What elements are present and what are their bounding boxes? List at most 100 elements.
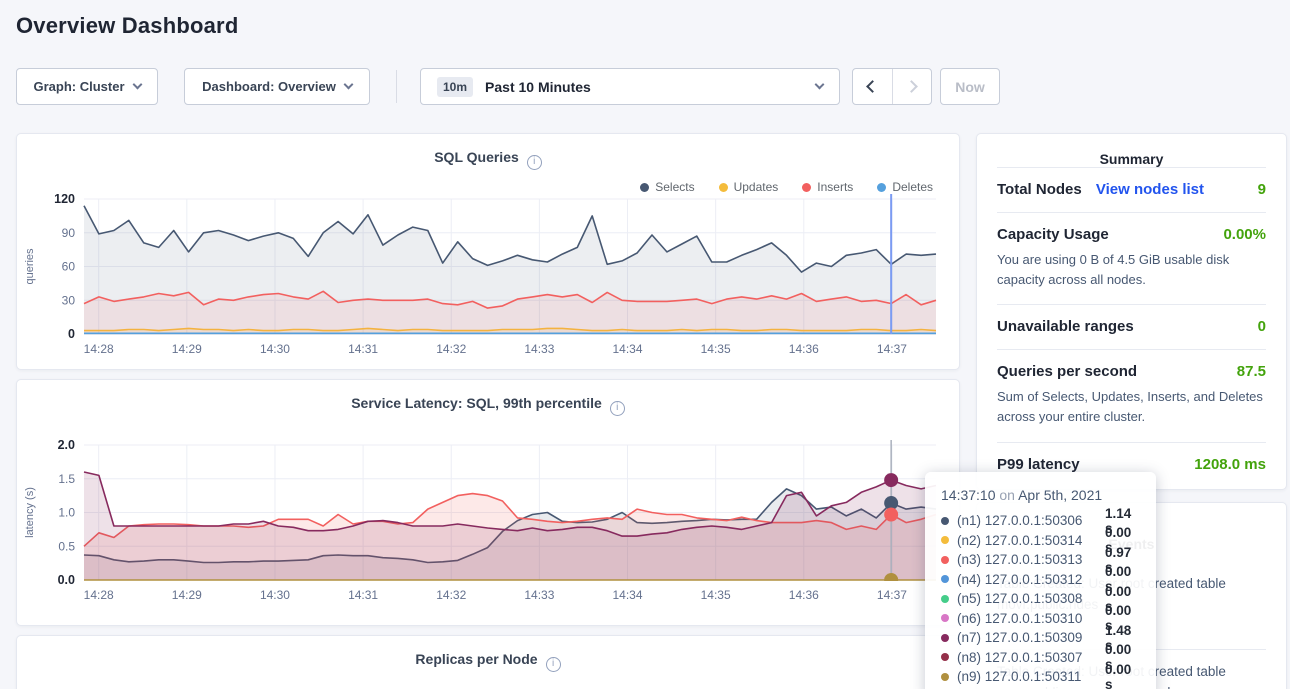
sql-queries-title: SQL Queries i — [17, 134, 959, 170]
now-button[interactable]: Now — [940, 68, 1000, 105]
svg-text:0.5: 0.5 — [58, 539, 75, 553]
svg-text:1.0: 1.0 — [58, 506, 75, 520]
time-range-dropdown[interactable]: 10m Past 10 Minutes — [420, 68, 840, 105]
graph-dropdown-label: Graph: Cluster — [33, 79, 125, 94]
service-latency-card: Service Latency: SQL, 99th percentile i 1… — [16, 379, 960, 626]
legend-item-selects[interactable]: Selects — [640, 180, 695, 194]
svg-text:latency (s): latency (s) — [24, 487, 36, 538]
svg-text:14:36: 14:36 — [789, 342, 819, 356]
svg-text:1.5: 1.5 — [58, 472, 75, 486]
svg-text:14:34: 14:34 — [613, 588, 643, 602]
service-latency-title: Service Latency: SQL, 99th percentile i — [17, 380, 959, 416]
sql-queries-legend: Selects Updates Inserts Deletes — [640, 180, 933, 194]
svg-text:14:36: 14:36 — [789, 588, 819, 602]
svg-text:14:30: 14:30 — [260, 588, 290, 602]
graph-dropdown[interactable]: Graph: Cluster — [16, 68, 158, 105]
unavailable-ranges-value: 0 — [1257, 318, 1266, 336]
unavailable-ranges-label: Unavailable ranges — [997, 318, 1134, 336]
summary-row-total-nodes: 9 Total Nodes View nodes list — [997, 167, 1266, 212]
tooltip-row: (n7) 127.0.0.1:50309 1.48 s — [941, 623, 1140, 653]
summary-title: Summary — [1099, 151, 1164, 167]
summary-row-qps: 87.5 Queries per second Sum of Selects, … — [997, 349, 1266, 441]
series-dot — [941, 653, 949, 662]
time-next-button[interactable] — [891, 69, 931, 104]
svg-text:14:37: 14:37 — [877, 588, 907, 602]
series-dot — [941, 614, 949, 623]
svg-text:14:28: 14:28 — [84, 588, 114, 602]
replicas-per-node-card: Replicas per Node i — [16, 635, 960, 689]
svg-text:queries: queries — [24, 248, 36, 285]
svg-text:14:30: 14:30 — [260, 342, 290, 356]
svg-text:30: 30 — [62, 293, 76, 307]
tooltip-row: (n1) 127.0.0.1:50306 1.14 s — [941, 506, 1140, 536]
tooltip-row: (n9) 127.0.0.1:50311 0.00 s — [941, 662, 1140, 689]
summary-row-p99: 1208.0 ms P99 latency — [997, 441, 1266, 487]
svg-text:120: 120 — [54, 192, 75, 206]
controls-divider — [396, 70, 397, 103]
svg-text:14:32: 14:32 — [436, 588, 466, 602]
svg-text:14:33: 14:33 — [524, 342, 554, 356]
sql-queries-chart[interactable]: 14:28 14:29 14:30 14:31 14:32 14:33 14:34 14:35… — [17, 189, 961, 359]
tooltip-row: (n4) 127.0.0.1:50312 0.00 s — [941, 564, 1140, 594]
time-range-label: Past 10 Minutes — [485, 78, 591, 95]
summary-row-capacity: 0.00% Capacity Usage You are using 0 B o… — [997, 212, 1266, 304]
time-prev-button[interactable] — [853, 69, 892, 104]
info-icon[interactable]: i — [526, 155, 542, 170]
tooltip-row: (n3) 127.0.0.1:50313 0.97 s — [941, 545, 1140, 575]
chart-hover-tooltip: 14:37:10 on Apr 5th, 2021 (n1) 127.0.0.1… — [925, 472, 1156, 689]
dashboard-dropdown[interactable]: Dashboard: Overview — [184, 68, 370, 105]
svg-text:14:31: 14:31 — [348, 342, 378, 356]
info-icon[interactable]: i — [545, 657, 561, 672]
view-nodes-list-link[interactable]: View nodes list — [1095, 181, 1204, 198]
svg-text:14:37: 14:37 — [877, 342, 907, 356]
info-icon[interactable]: i — [609, 401, 625, 416]
series-dot — [941, 672, 949, 681]
svg-text:14:32: 14:32 — [436, 342, 466, 356]
qps-label: Queries per second — [997, 363, 1138, 381]
series-dot — [941, 516, 949, 525]
chevron-right-icon — [905, 80, 919, 93]
chevron-left-icon — [866, 80, 879, 93]
svg-text:14:29: 14:29 — [172, 342, 202, 356]
svg-text:14:34: 14:34 — [613, 342, 643, 356]
svg-text:14:28: 14:28 — [84, 342, 114, 356]
legend-item-updates[interactable]: Updates — [718, 180, 778, 194]
p99-latency-label: P99 latency — [997, 455, 1080, 473]
legend-item-inserts[interactable]: Inserts — [802, 180, 853, 194]
capacity-usage-note: You are using 0 B of 4.5 GiB usable disk… — [997, 252, 1230, 288]
time-window-badge: 10m — [437, 76, 474, 97]
capacity-usage-value: 0.00% — [1223, 226, 1266, 243]
total-nodes-value: 9 — [1257, 181, 1266, 198]
svg-text:14:29: 14:29 — [172, 588, 202, 602]
summary-panel: Summary 9 Total Nodes View nodes list 0.… — [976, 133, 1287, 490]
total-nodes-label: Total Nodes — [997, 181, 1082, 198]
replicas-per-node-title: Replicas per Node i — [17, 636, 959, 672]
tooltip-row: (n8) 127.0.0.1:50307 0.00 s — [941, 642, 1140, 672]
page-title: Overview Dashboard — [16, 13, 239, 38]
chevron-down-icon — [132, 79, 142, 90]
svg-text:0.0: 0.0 — [58, 573, 75, 587]
series-dot — [941, 633, 949, 642]
series-dot — [941, 594, 949, 603]
svg-text:14:35: 14:35 — [701, 342, 731, 356]
tooltip-row: (n6) 127.0.0.1:50310 0.00 s — [941, 603, 1140, 633]
legend-dot — [718, 182, 728, 192]
svg-text:14:31: 14:31 — [348, 588, 378, 602]
summary-row-unavailable-ranges: 0 Unavailable ranges — [997, 304, 1266, 349]
svg-text:60: 60 — [62, 260, 76, 274]
service-latency-chart[interactable]: 14:28 14:29 14:30 14:31 14:32 14:33 14:34 14:35… — [17, 435, 961, 605]
legend-item-deletes[interactable]: Deletes — [877, 180, 933, 194]
tooltip-row: (n5) 127.0.0.1:50308 0.00 s — [941, 584, 1140, 614]
tooltip-timestamp: 14:37:10 on Apr 5th, 2021 — [941, 487, 1103, 503]
chevron-down-icon — [814, 79, 825, 90]
legend-dot — [877, 182, 887, 192]
time-step-buttons — [852, 68, 932, 105]
chevron-down-icon — [343, 79, 354, 90]
svg-text:14:35: 14:35 — [701, 588, 731, 602]
sql-queries-card: SQL Queries i Selects Updates Inserts Del… — [16, 133, 960, 370]
svg-text:14:33: 14:33 — [524, 588, 554, 602]
series-dot — [941, 555, 949, 564]
capacity-usage-label: Capacity Usage — [997, 226, 1109, 243]
series-dot — [941, 575, 949, 584]
p99-latency-value: 1208.0 ms — [1194, 455, 1266, 473]
